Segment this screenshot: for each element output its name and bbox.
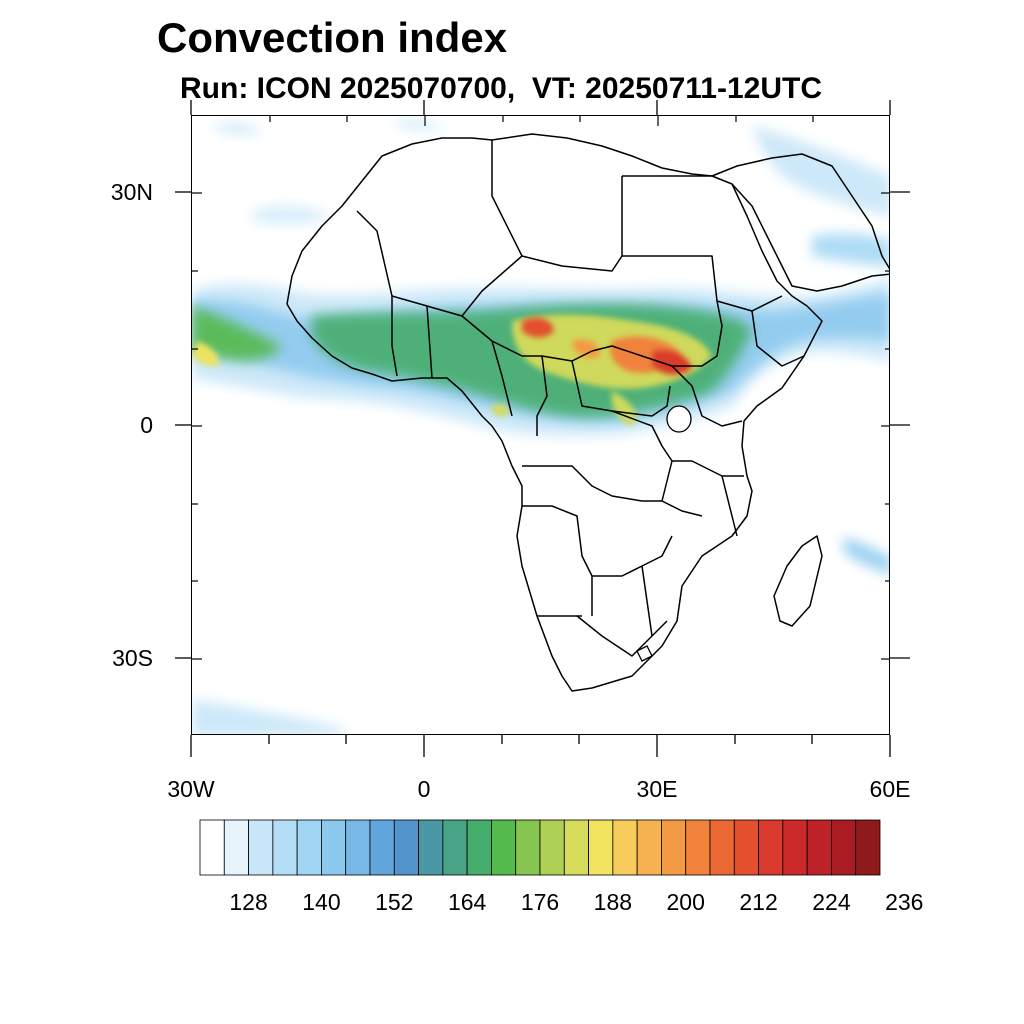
convection-map (192, 116, 889, 734)
x-tick-label-30e: 30E (636, 776, 678, 802)
madagascar-outline (773, 535, 823, 627)
x-tick-label-0: 0 (417, 776, 431, 802)
colorbar-swatch (733, 819, 759, 876)
colorbar-swatch (515, 819, 541, 876)
colorbar-swatch (685, 819, 711, 876)
colorbar-swatch (539, 819, 565, 876)
y-tick-label-0: 0 (140, 412, 153, 438)
chart-title: Convection index (157, 14, 508, 61)
colorbar-label: 212 (739, 889, 778, 915)
colorbar-swatch (588, 819, 614, 876)
y-tick-label-30s: 30S (112, 645, 153, 671)
y-tick-label-30n: 30N (110, 179, 153, 205)
map-panel (191, 115, 890, 735)
coastlines-and-borders (286, 133, 889, 692)
colorbar-label: 188 (593, 889, 633, 915)
colorbar-swatch (636, 819, 662, 876)
colorbar-label: 152 (375, 889, 414, 915)
colorbar-swatch (321, 819, 347, 876)
colorbar-label: 224 (812, 889, 851, 915)
inner-ticks (192, 116, 889, 660)
colorbar-label: 140 (302, 889, 341, 915)
colorbar-label: 164 (447, 889, 487, 915)
colorbar-swatch (758, 819, 784, 876)
colorbar-swatch (466, 819, 492, 876)
colorbar-swatch (369, 819, 395, 876)
colorbar-swatch (563, 819, 589, 876)
colorbar-swatch (345, 819, 371, 876)
colorbar-swatch (782, 819, 808, 876)
colorbar-swatch (418, 819, 444, 876)
colorbar-swatch (442, 819, 468, 876)
colorbar-label: 236 (885, 889, 924, 915)
colorbar-label: 200 (666, 889, 705, 915)
x-tick-label-30w: 30W (167, 776, 215, 802)
colorbar-swatch (806, 819, 832, 876)
colorbar-swatch (612, 819, 638, 876)
colorbar-label: 128 (229, 889, 268, 915)
colorbar-swatch (199, 819, 225, 876)
colorbar-label: 176 (520, 889, 560, 915)
colorbar-swatch (223, 819, 249, 876)
colorbar-swatch (831, 819, 857, 876)
colorbar-swatch (393, 819, 419, 876)
x-tick-label-60e: 60E (869, 776, 911, 802)
colorbar-swatch (296, 819, 322, 876)
lesotho-outline (636, 645, 653, 662)
colorbar-swatch (248, 819, 274, 876)
colorbar-swatch (661, 819, 687, 876)
colorbar-swatch (855, 819, 881, 876)
lake-victoria (666, 405, 692, 433)
colorbar-swatch (272, 819, 298, 876)
chart-subtitle: Run: ICON 2025070700, VT: 20250711-12UTC (180, 72, 822, 105)
colorbar-swatch (709, 819, 735, 876)
colorbar-swatch (491, 819, 517, 876)
